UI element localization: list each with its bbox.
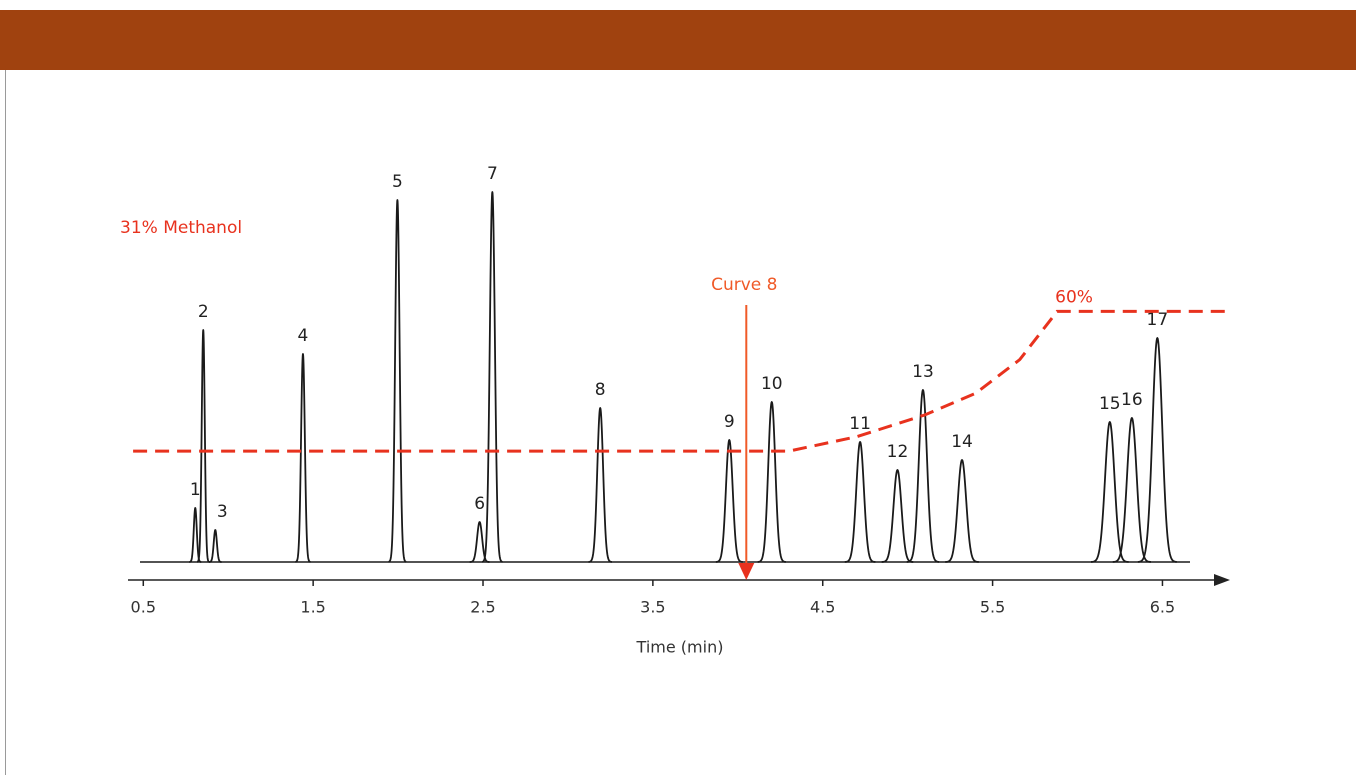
peak bbox=[468, 521, 491, 563]
peak-label: 1 bbox=[190, 480, 201, 500]
peak bbox=[944, 459, 980, 563]
peak bbox=[715, 439, 744, 563]
x-tick-label: 3.5 bbox=[640, 598, 665, 617]
peak bbox=[481, 191, 504, 563]
peak-label: 11 bbox=[849, 414, 871, 434]
peak-label: 2 bbox=[198, 302, 209, 322]
peak bbox=[1112, 417, 1152, 563]
peak-label: 10 bbox=[761, 374, 783, 394]
peak bbox=[844, 441, 876, 563]
peak-label: 15 bbox=[1099, 394, 1121, 414]
x-tick-label: 2.5 bbox=[470, 598, 495, 617]
peak-label: 5 bbox=[392, 172, 403, 192]
peak bbox=[1137, 337, 1178, 563]
peak-label: 12 bbox=[887, 442, 909, 462]
peak bbox=[294, 353, 312, 563]
x-tick-label: 5.5 bbox=[980, 598, 1005, 617]
header-bar bbox=[0, 10, 1356, 70]
gradient-line bbox=[133, 309, 1226, 453]
peak-label: 9 bbox=[724, 412, 735, 432]
x-tick-label: 4.5 bbox=[810, 598, 835, 617]
peak-label: 13 bbox=[912, 362, 934, 382]
peak-label: 8 bbox=[595, 380, 606, 400]
peak-label: 4 bbox=[298, 326, 309, 346]
x-axis-arrow bbox=[1214, 574, 1230, 586]
x-tick-label: 1.5 bbox=[300, 598, 325, 617]
peak bbox=[208, 529, 223, 563]
peak-label: 3 bbox=[217, 502, 228, 522]
peak-label: 6 bbox=[474, 494, 485, 514]
peak-label: 16 bbox=[1121, 390, 1143, 410]
peak bbox=[196, 329, 211, 563]
peak-label: 14 bbox=[951, 432, 973, 452]
peak bbox=[881, 469, 914, 563]
peak bbox=[387, 199, 407, 563]
peak bbox=[757, 401, 787, 563]
x-axis-title: Time (min) bbox=[636, 638, 724, 657]
annotation-label: Curve 8 bbox=[711, 275, 777, 295]
peak-label: 17 bbox=[1147, 310, 1169, 330]
peak-label: 7 bbox=[487, 164, 498, 184]
peak bbox=[1090, 421, 1130, 563]
gradient-end-label: 60% bbox=[1055, 287, 1093, 307]
peak bbox=[587, 407, 613, 563]
annotation-arrowhead bbox=[738, 563, 755, 580]
x-tick-label: 0.5 bbox=[131, 598, 156, 617]
x-tick-label: 6.5 bbox=[1150, 598, 1175, 617]
peak bbox=[906, 389, 940, 563]
gradient-start-label: 31% Methanol bbox=[120, 218, 242, 238]
